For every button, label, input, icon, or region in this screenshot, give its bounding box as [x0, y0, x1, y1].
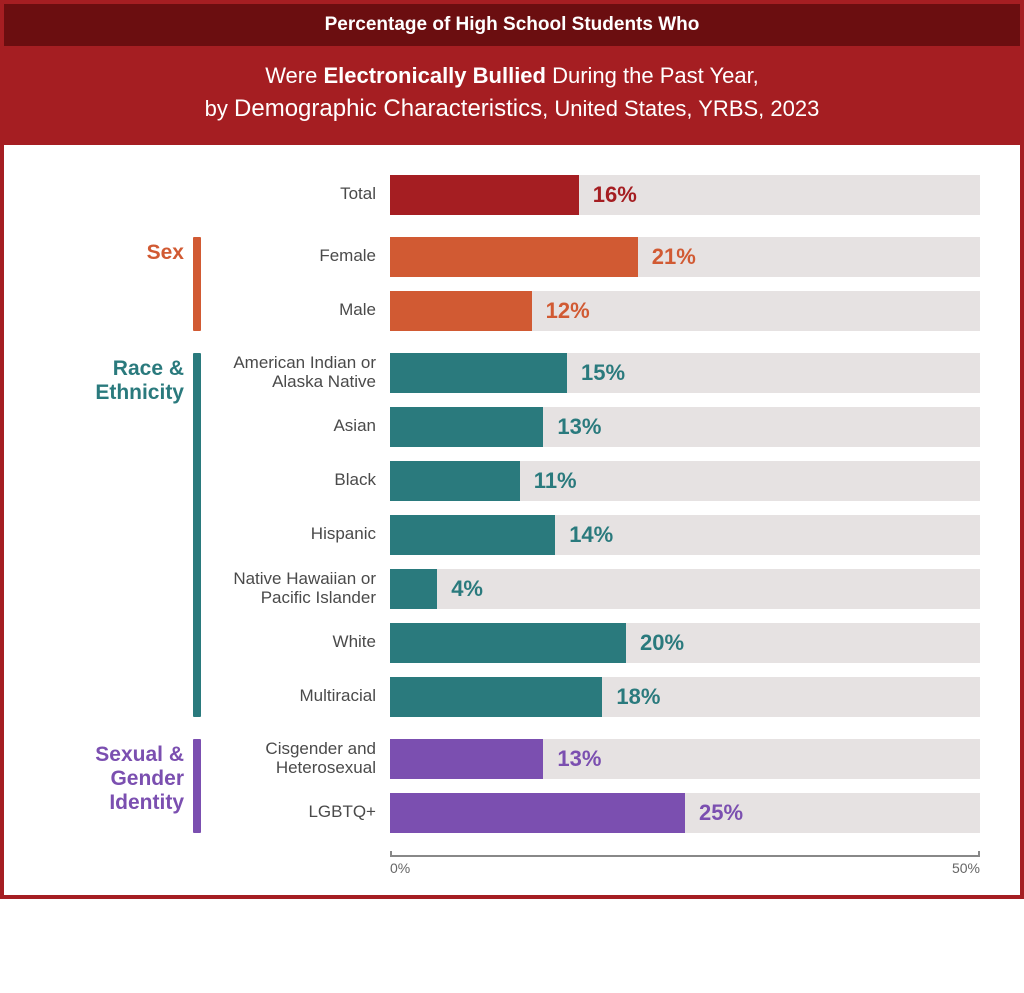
bar-row: Total 16% — [210, 175, 980, 215]
x-axis: 0% 50% — [34, 855, 980, 877]
bar-track: 15% — [390, 353, 980, 393]
bars-col: Total 16% — [210, 175, 980, 215]
group-label-col: Race & Ethnicity — [34, 353, 184, 717]
bar-row: Female 21% — [210, 237, 980, 277]
group-label: Sex — [147, 241, 184, 265]
bar-value: 21% — [652, 244, 696, 270]
bar-label: Male — [210, 301, 390, 320]
chart-container: Percentage of High School Students Who W… — [0, 0, 1024, 899]
bar-value: 12% — [546, 298, 590, 324]
bar-label: White — [210, 633, 390, 652]
bar-fill — [390, 175, 579, 215]
group-label: Race & Ethnicity — [34, 357, 184, 405]
bar-row: Male 12% — [210, 291, 980, 331]
bars-col: Female 21% Male 12% — [210, 237, 980, 331]
bars-col: Cisgender and Heterosexual 13% LGBTQ+ 25% — [210, 739, 980, 833]
bars-col: American Indian or Alaska Native 15% Asian… — [210, 353, 980, 717]
x-axis-line: 0% 50% — [390, 855, 980, 877]
x-axis-max-label: 50% — [952, 860, 980, 876]
group-rule-col — [184, 353, 210, 717]
group-row: Sex Female 21% Male 12% — [34, 237, 980, 331]
bar-track: 13% — [390, 407, 980, 447]
bar-track: 4% — [390, 569, 980, 609]
bar-fill — [390, 515, 555, 555]
bar-fill — [390, 461, 520, 501]
group-label-col: Sexual & Gender Identity — [34, 739, 184, 833]
group-row: Total 16% — [34, 175, 980, 215]
group-rule — [193, 739, 201, 833]
bar-row: Black 11% — [210, 461, 980, 501]
bar-row: Asian 13% — [210, 407, 980, 447]
bar-value: 13% — [557, 746, 601, 772]
bar-track: 12% — [390, 291, 980, 331]
bar-fill — [390, 407, 543, 447]
group-rule-col — [184, 237, 210, 331]
group-rule-col — [184, 739, 210, 833]
chart-supertitle: Percentage of High School Students Who — [4, 4, 1020, 46]
group-label-col: Sex — [34, 237, 184, 331]
bar-fill — [390, 569, 437, 609]
bar-track: 20% — [390, 623, 980, 663]
group-rule-col — [184, 175, 210, 215]
bar-label: Asian — [210, 417, 390, 436]
bar-value: 20% — [640, 630, 684, 656]
bar-fill — [390, 291, 532, 331]
group-row: Race & Ethnicity American Indian or Alask… — [34, 353, 980, 717]
bar-fill — [390, 353, 567, 393]
bar-row: LGBTQ+ 25% — [210, 793, 980, 833]
group-row: Sexual & Gender Identity Cisgender and He… — [34, 739, 980, 833]
bar-label: Black — [210, 471, 390, 490]
bar-fill — [390, 237, 638, 277]
title-line3-post: , United States, YRBS, 2023 — [542, 96, 819, 121]
bar-track: 16% — [390, 175, 980, 215]
bar-value: 13% — [557, 414, 601, 440]
title-line2-pre: Were — [265, 63, 323, 88]
bar-row: White 20% — [210, 623, 980, 663]
bar-value: 4% — [451, 576, 483, 602]
title-line3-pre: by — [205, 96, 234, 121]
bar-label: LGBTQ+ — [210, 803, 390, 822]
bar-label: Female — [210, 247, 390, 266]
bar-row: American Indian or Alaska Native 15% — [210, 353, 980, 393]
bar-value: 14% — [569, 522, 613, 548]
bar-label: American Indian or Alaska Native — [210, 354, 390, 391]
group-rule — [193, 237, 201, 331]
title-line2-post: During the Past Year, — [546, 63, 759, 88]
bar-label: Cisgender and Heterosexual — [210, 740, 390, 777]
title-line2-bold: Electronically Bullied — [323, 63, 546, 88]
chart-body: Total 16% Sex Female 21% Male 12% Race & Ethnic… — [4, 145, 1020, 895]
bar-label: Total — [210, 185, 390, 204]
bar-fill — [390, 677, 602, 717]
group-rule — [193, 353, 201, 717]
bar-track: 14% — [390, 515, 980, 555]
bar-row: Native Hawaiian or Pacific Islander 4% — [210, 569, 980, 609]
title-line3-semi: Demographic Characteristics — [234, 95, 542, 122]
bar-value: 18% — [616, 684, 660, 710]
group-label-col — [34, 175, 184, 215]
bar-label: Hispanic — [210, 525, 390, 544]
bar-fill — [390, 623, 626, 663]
bar-value: 25% — [699, 800, 743, 826]
bar-fill — [390, 739, 543, 779]
chart-title: Were Electronically Bullied During the P… — [4, 46, 1020, 145]
bar-track: 13% — [390, 739, 980, 779]
bar-value: 15% — [581, 360, 625, 386]
bar-track: 21% — [390, 237, 980, 277]
bar-label: Native Hawaiian or Pacific Islander — [210, 570, 390, 607]
bar-value: 11% — [534, 468, 577, 494]
bar-track: 25% — [390, 793, 980, 833]
bar-value: 16% — [593, 182, 637, 208]
bar-fill — [390, 793, 685, 833]
bar-row: Hispanic 14% — [210, 515, 980, 555]
x-axis-min-label: 0% — [390, 860, 410, 876]
bar-label: Multiracial — [210, 687, 390, 706]
group-label: Sexual & Gender Identity — [34, 743, 184, 815]
bar-track: 11% — [390, 461, 980, 501]
bar-row: Cisgender and Heterosexual 13% — [210, 739, 980, 779]
bar-track: 18% — [390, 677, 980, 717]
bar-row: Multiracial 18% — [210, 677, 980, 717]
